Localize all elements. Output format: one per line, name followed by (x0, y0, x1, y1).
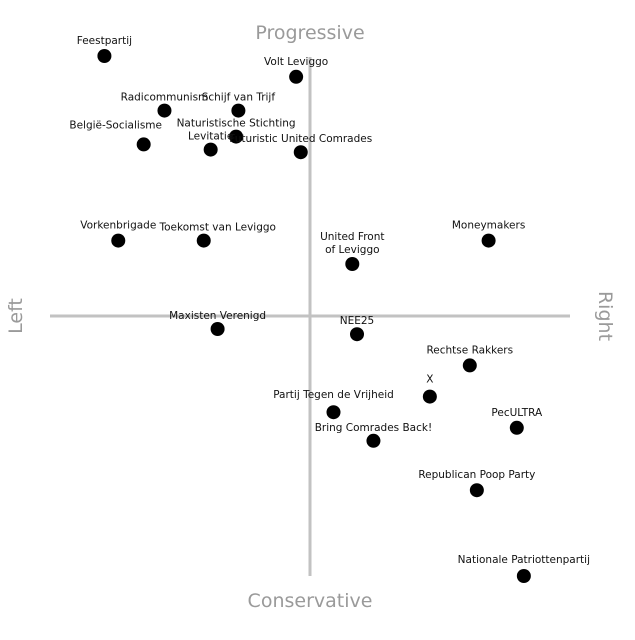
point-partij-tegen-de-vrijheid (326, 405, 341, 420)
point-vorkenbrigade (111, 233, 126, 248)
point-moneymakers (481, 233, 496, 248)
point-label-vorkenbrigade: Vorkenbrigade (80, 220, 156, 232)
point-bring-comrades-back (366, 433, 381, 448)
axes (50, 57, 570, 576)
point-label-futuristic-united-comrades: Futuristic United Comrades (229, 133, 372, 145)
data-points: Feestpartij Volt Leviggo RadicommunismSchi… (69, 35, 590, 583)
point-label-moneymakers: Moneymakers (452, 220, 525, 232)
point-label-schijf-van-trijf: Schijf van Trijf (202, 92, 276, 104)
point-pecultra (509, 420, 524, 435)
point-feestpartij (97, 49, 112, 63)
point-nee25 (350, 327, 364, 342)
point-futuristic-united-comrades (293, 145, 308, 160)
point-label-toekomst-van-leviggo: Toekomst van Leviggo (159, 222, 276, 234)
point-label-nee25: NEE25 (340, 315, 374, 327)
point-label-rechtse-rakkers: Rechtse Rakkers (426, 344, 513, 356)
axis-title-left: Left (5, 298, 27, 334)
point-united-front-of-leviggo (345, 257, 360, 271)
point-label-united-front-of-leviggo: United Front of Leviggo (320, 231, 384, 256)
axis-title-right: Right (594, 291, 616, 341)
point-volt-leviggo (289, 69, 304, 84)
point-belgi-socialisme (136, 137, 151, 152)
point-label-belgi-socialisme: België-Socialisme (69, 119, 162, 131)
axis-title-conservative: Conservative (248, 590, 373, 612)
point-label-feestpartij: Feestpartij (77, 35, 132, 47)
point-label-maxisten-verenigd: Maxisten Verenigd (169, 310, 266, 322)
axis-title-progressive: Progressive (255, 22, 364, 44)
point-label-x: X (426, 374, 433, 386)
point-nationale-patriottenpartij (516, 569, 531, 583)
point-label-nationale-patriottenpartij: Nationale Patriottenpartij (458, 554, 590, 566)
point-levitatie (203, 142, 218, 157)
point-toekomst-van-leviggo (196, 233, 211, 248)
point-x (422, 389, 437, 404)
point-label-levitatie: Levitatie (188, 131, 233, 143)
point-maxisten-verenigd (210, 322, 225, 336)
point-label-radicommunism: Radicommunism (121, 92, 209, 104)
point-schijf-van-trijf (231, 103, 246, 118)
point-naturistische-stichting (229, 129, 244, 144)
point-radicommunism (157, 103, 172, 118)
point-label-pecultra: PecULTRA (491, 407, 543, 419)
point-label-volt-leviggo: Volt Leviggo (264, 56, 328, 68)
point-label-partij-tegen-de-vrijheid: Partij Tegen de Vrijheid (273, 389, 394, 401)
point-rechtse-rakkers (462, 358, 477, 373)
point-republican-poop-party (469, 483, 484, 498)
point-label-republican-poop-party: Republican Poop Party (418, 469, 535, 481)
point-label-bring-comrades-back: Bring Comrades Back! (315, 422, 432, 434)
point-label-naturistische-stichting: Naturistische Stichting (177, 118, 296, 130)
